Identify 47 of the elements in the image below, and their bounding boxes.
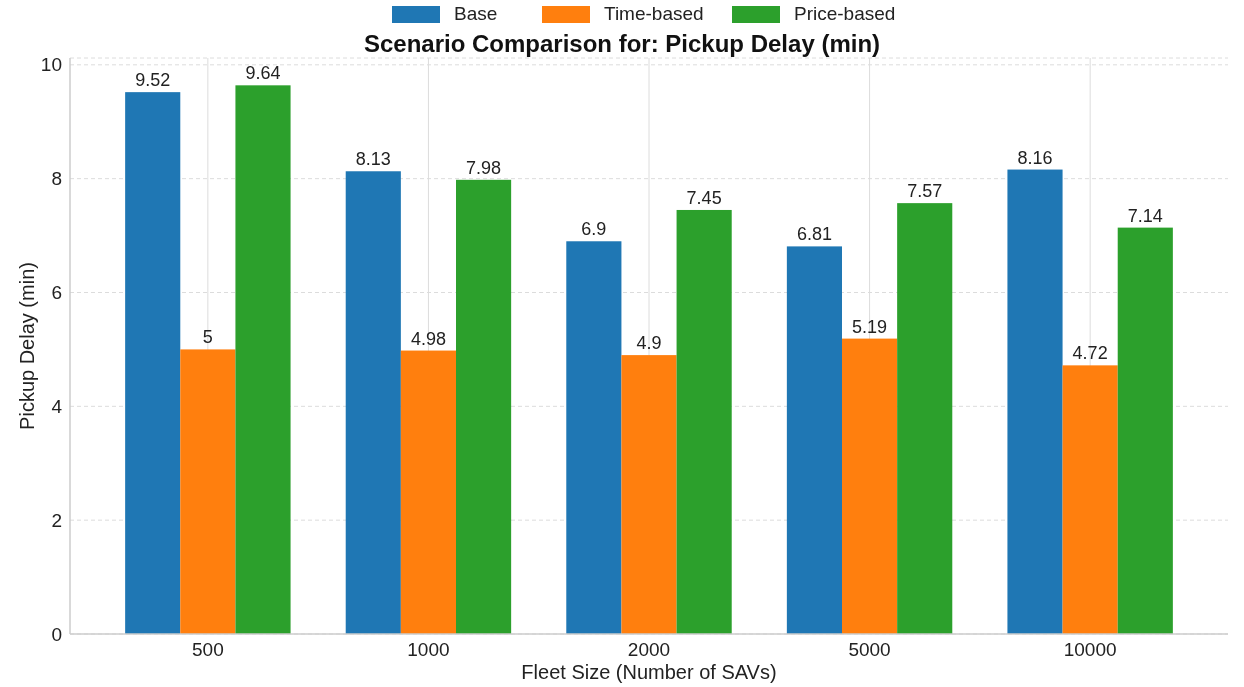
data-label: 6.9: [581, 219, 607, 240]
y-tick-label: 8: [51, 168, 62, 190]
legend-label: Price-based: [794, 3, 896, 24]
y-tick-label: 0: [51, 623, 62, 645]
x-tick-label: 1000: [407, 639, 450, 660]
bar: [676, 209, 732, 634]
bar: [125, 92, 181, 634]
x-tick-label: 2000: [627, 639, 671, 660]
bar: [786, 246, 842, 634]
x-tick-label: 500: [192, 639, 224, 660]
bar: [345, 171, 401, 634]
x-tick-label: 5000: [848, 639, 891, 660]
bar: [621, 355, 677, 634]
bar: [456, 179, 512, 634]
legend-label: Base: [454, 3, 498, 24]
data-label: 7.45: [686, 187, 722, 208]
bar: [180, 349, 236, 634]
chart-title: Scenario Comparison for: Pickup Delay (min): [363, 30, 881, 57]
data-label: 4.72: [1072, 343, 1108, 364]
y-tick-label: 10: [40, 54, 62, 76]
bar: [566, 241, 622, 634]
data-label: 5: [202, 327, 213, 348]
legend-label: Time-based: [604, 3, 704, 24]
y-axis-title: Pickup Delay (min): [16, 262, 38, 430]
y-tick-label: 4: [51, 395, 63, 417]
data-label: 4.9: [636, 333, 662, 354]
data-label: 7.14: [1127, 205, 1163, 226]
bar: [897, 203, 953, 634]
bar: [1117, 227, 1173, 634]
data-label: 9.64: [245, 63, 281, 84]
data-label: 8.16: [1017, 147, 1053, 168]
y-tick-label: 2: [51, 509, 62, 531]
bar: [1062, 365, 1118, 634]
data-label: 5.19: [852, 316, 888, 337]
data-label: 7.98: [466, 157, 502, 178]
data-label: 6.81: [796, 224, 832, 245]
y-tick-label: 6: [51, 282, 62, 304]
x-tick-label: 10000: [1063, 639, 1117, 660]
data-label: 8.13: [355, 149, 391, 170]
bar: [235, 85, 291, 634]
bar: [1007, 169, 1063, 634]
data-label: 9.52: [135, 70, 171, 91]
data-label: 7.57: [907, 181, 943, 202]
bar: [842, 338, 898, 634]
x-axis-title: Fleet Size (Number of SAVs): [521, 661, 777, 683]
data-label: 4.98: [410, 328, 446, 349]
bar: [400, 350, 456, 634]
